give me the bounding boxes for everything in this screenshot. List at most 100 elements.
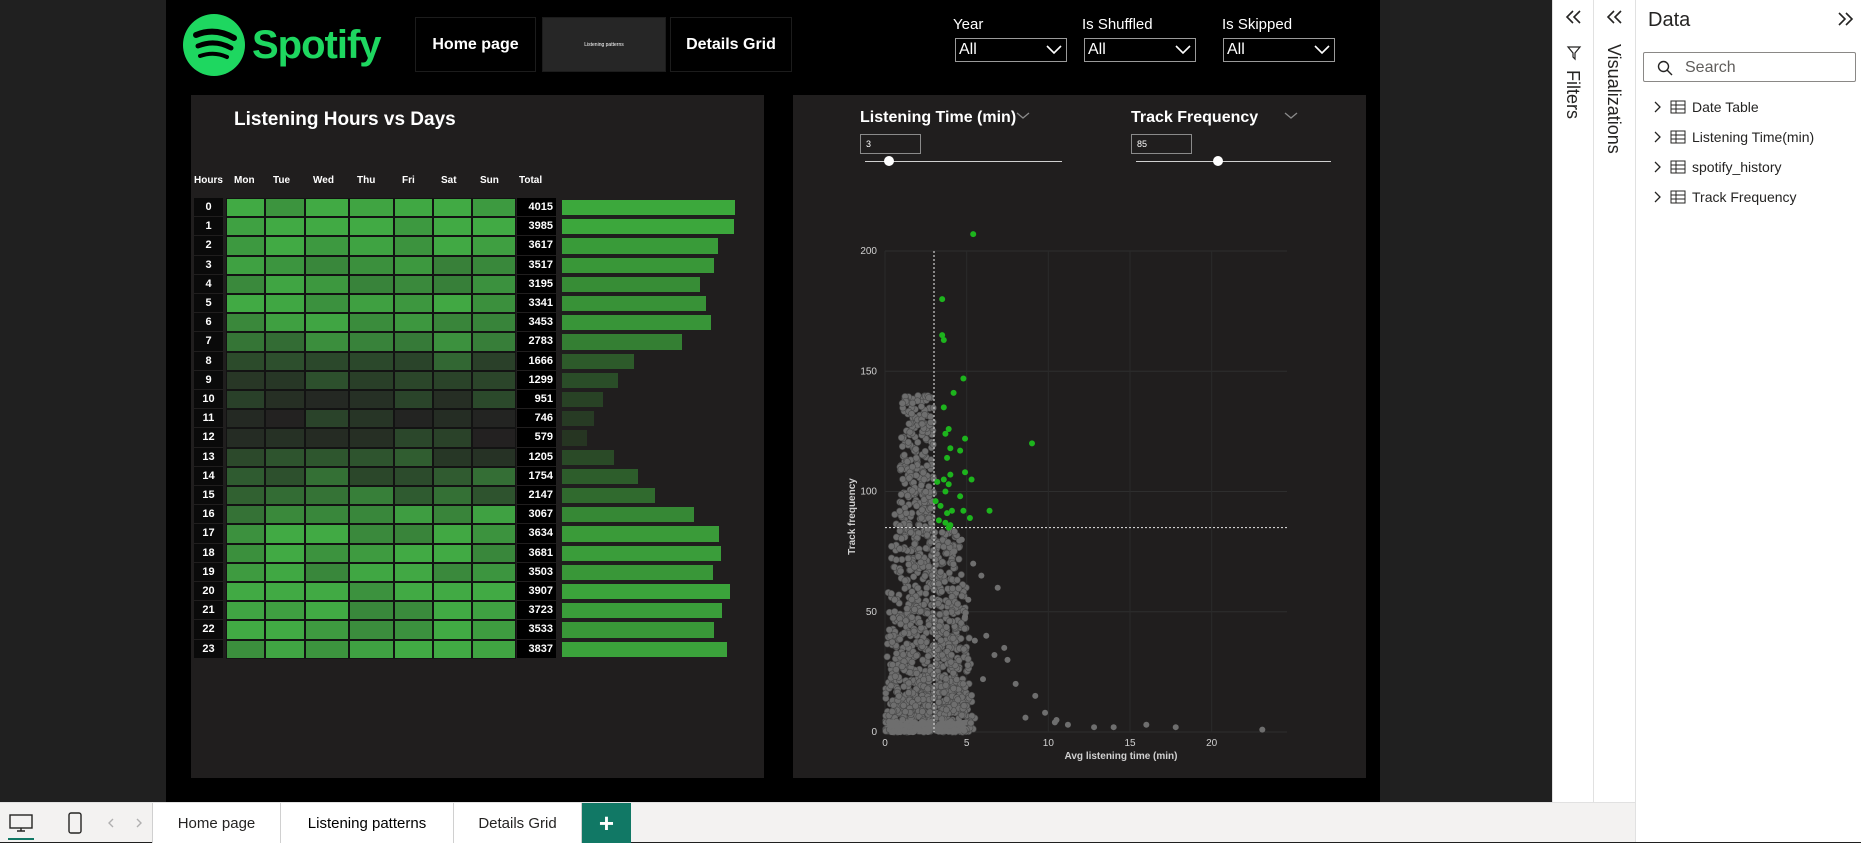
- heatmap-cell[interactable]: [349, 332, 394, 352]
- heatmap-total-bar[interactable]: [562, 622, 715, 638]
- scatter-point-grey[interactable]: [955, 584, 963, 592]
- heatmap-cell[interactable]: [349, 620, 394, 640]
- heatmap-cell[interactable]: [349, 390, 394, 410]
- heatmap-cell[interactable]: [265, 543, 305, 563]
- heatmap-cell[interactable]: [433, 466, 472, 486]
- scatter-point-grey[interactable]: [921, 720, 928, 727]
- scatter-point-highlighted[interactable]: [947, 445, 954, 452]
- scatter-point-grey[interactable]: [925, 621, 933, 629]
- scatter-point-grey[interactable]: [965, 634, 973, 642]
- heatmap-cell[interactable]: [433, 562, 472, 582]
- heatmap-cell[interactable]: [472, 390, 516, 410]
- heatmap-cell[interactable]: [433, 601, 472, 621]
- scatter-point-grey[interactable]: [938, 651, 946, 659]
- heatmap-cell[interactable]: [305, 217, 349, 237]
- heatmap-cell[interactable]: [394, 274, 433, 294]
- scatter-point-highlighted[interactable]: [939, 332, 946, 339]
- scatter-point-grey[interactable]: [1110, 724, 1117, 731]
- scatter-point-grey[interactable]: [911, 563, 919, 571]
- scatter-point-grey[interactable]: [907, 528, 915, 536]
- scatter-point-grey[interactable]: [892, 556, 900, 564]
- scatter-point-grey[interactable]: [1004, 656, 1011, 663]
- heatmap-cell[interactable]: [433, 294, 472, 314]
- scatter-point-highlighted[interactable]: [935, 517, 942, 524]
- data-search-box[interactable]: Search: [1643, 52, 1856, 82]
- scatter-point-grey[interactable]: [915, 521, 923, 529]
- heatmap-total-bar[interactable]: [562, 430, 587, 446]
- heatmap-cell[interactable]: [349, 255, 394, 275]
- heatmap-cell[interactable]: [349, 601, 394, 621]
- heatmap-cell[interactable]: [472, 601, 516, 621]
- heatmap-cell[interactable]: [265, 466, 305, 486]
- heatmap-cell[interactable]: [226, 620, 265, 640]
- scatter-point-grey[interactable]: [921, 572, 929, 580]
- scatter-point-grey[interactable]: [954, 600, 962, 608]
- chevron-right-icon[interactable]: [1652, 100, 1664, 114]
- heatmap-cell[interactable]: [433, 274, 472, 294]
- scatter-point-grey[interactable]: [908, 596, 916, 604]
- heatmap-cell[interactable]: [265, 351, 305, 371]
- scatter-point-grey[interactable]: [929, 404, 937, 412]
- heatmap-cell[interactable]: [349, 236, 394, 256]
- scatter-point-grey[interactable]: [922, 544, 930, 552]
- heatmap-cell[interactable]: [394, 601, 433, 621]
- heatmap-cell[interactable]: [305, 562, 349, 582]
- scatter-point-grey[interactable]: [936, 610, 944, 618]
- heatmap-cell[interactable]: [226, 447, 265, 467]
- scatter-point-grey[interactable]: [946, 617, 954, 625]
- scatter-point-grey[interactable]: [927, 418, 935, 426]
- heatmap-cell[interactable]: [226, 294, 265, 314]
- scatter-point-grey[interactable]: [931, 556, 939, 564]
- heatmap-cell[interactable]: [433, 409, 472, 429]
- heatmap-cell[interactable]: [226, 274, 265, 294]
- scatter-point-grey[interactable]: [921, 411, 929, 419]
- heatmap-cell[interactable]: [349, 582, 394, 602]
- tab-listening-patterns[interactable]: Listening patterns: [281, 803, 454, 843]
- collapse-double-chevron-icon[interactable]: [1564, 9, 1582, 25]
- scatter-point-grey[interactable]: [917, 558, 925, 566]
- scatter-point-grey[interactable]: [944, 599, 952, 607]
- heatmap-cell[interactable]: [226, 409, 265, 429]
- scatter-point-grey[interactable]: [896, 545, 904, 553]
- scatter-point-grey[interactable]: [925, 394, 933, 402]
- chevron-right-icon[interactable]: [1652, 130, 1664, 144]
- desktop-layout-icon[interactable]: [8, 813, 34, 833]
- heatmap-cell[interactable]: [265, 562, 305, 582]
- scatter-point-grey[interactable]: [957, 571, 965, 579]
- scatter-point-grey[interactable]: [925, 563, 933, 571]
- param-listening-time-slider-track[interactable]: [865, 161, 1062, 162]
- heatmap-cell[interactable]: [265, 370, 305, 390]
- scatter-point-highlighted[interactable]: [957, 447, 964, 454]
- heatmap-cell[interactable]: [305, 198, 349, 218]
- scatter-point-grey[interactable]: [920, 475, 928, 483]
- scatter-point-grey[interactable]: [920, 496, 928, 504]
- scatter-point-grey[interactable]: [905, 560, 913, 568]
- scatter-point-grey[interactable]: [961, 625, 969, 633]
- scatter-point-grey[interactable]: [942, 675, 950, 683]
- heatmap-cell[interactable]: [305, 370, 349, 390]
- heatmap-cell[interactable]: [305, 620, 349, 640]
- scatter-point-highlighted[interactable]: [986, 507, 993, 514]
- scatter-point-grey[interactable]: [968, 691, 976, 699]
- heatmap-cell[interactable]: [265, 524, 305, 544]
- heatmap-cell[interactable]: [305, 332, 349, 352]
- heatmap-cell[interactable]: [305, 447, 349, 467]
- scatter-point-grey[interactable]: [906, 668, 914, 676]
- scatter-point-grey[interactable]: [908, 613, 916, 621]
- scatter-point-grey[interactable]: [959, 680, 967, 688]
- heatmap-cell[interactable]: [472, 217, 516, 237]
- heatmap-cell[interactable]: [265, 274, 305, 294]
- heatmap-cell[interactable]: [349, 505, 394, 525]
- scatter-point-grey[interactable]: [889, 614, 897, 622]
- heatmap-cell[interactable]: [472, 447, 516, 467]
- heatmap-cell[interactable]: [305, 582, 349, 602]
- heatmap-cell[interactable]: [472, 313, 516, 333]
- heatmap-cell[interactable]: [226, 351, 265, 371]
- scatter-point-grey[interactable]: [953, 676, 961, 684]
- heatmap-total-bar[interactable]: [562, 353, 634, 369]
- scatter-point-grey[interactable]: [923, 726, 930, 733]
- scatter-point-grey[interactable]: [916, 618, 924, 626]
- scatter-point-grey[interactable]: [964, 655, 972, 663]
- heatmap-cell[interactable]: [433, 428, 472, 448]
- scatter-point-highlighted[interactable]: [942, 430, 949, 437]
